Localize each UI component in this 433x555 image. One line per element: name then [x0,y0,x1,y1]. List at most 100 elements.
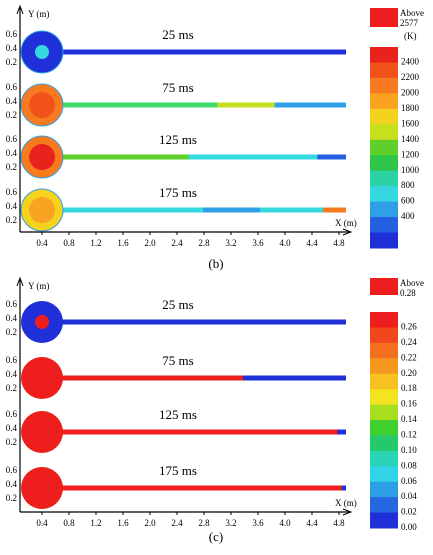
colorbar-band [370,201,398,218]
x-tick-label: 4.0 [279,238,291,248]
y-tick-label: 0.2 [6,57,17,67]
x-arrow [342,228,353,236]
above-box [370,8,398,27]
y-arrow [16,4,24,15]
x-tick-label: 4.8 [333,238,345,248]
strip-segment [323,207,346,213]
colorbar-label: 0.04 [401,491,417,501]
domain-core [35,45,49,59]
y-tick-label: 0.6 [6,29,18,39]
x-tick-label: 4.8 [333,518,345,528]
y-tick-label: 0.4 [6,96,18,106]
strip-segment [243,375,346,381]
above-box [370,278,398,295]
x-tick-label: 1.2 [90,238,101,248]
frame-time: 75 ms [162,80,193,95]
x-tick-label: 4.0 [279,518,291,528]
colorbar-band [370,389,398,406]
x-axis-label: X (m) [335,498,357,508]
x-tick-label: 3.6 [252,238,264,248]
x-tick-label: 2.0 [144,518,156,528]
colorbar-label: 0.08 [401,460,417,470]
x-tick-label: 2.4 [171,518,183,528]
y-tick-label: 0.2 [6,110,17,120]
y-tick-label: 0.2 [6,493,17,503]
colorbar-label: 0.10 [401,445,417,455]
colorbar-band [370,373,398,390]
x-tick-label: 4.4 [306,518,318,528]
y-tick-label: 0.4 [6,423,18,433]
y-tick-label: 0.6 [6,82,18,92]
colorbar-label: 0.18 [401,383,417,393]
colorbar-band [370,327,398,344]
x-axis-label: X (m) [335,218,357,228]
strip [60,429,346,435]
strip-segment [341,485,346,491]
domain-core [28,364,56,392]
colorbar-label: 0.26 [401,321,417,331]
colorbar-label: 1400 [401,134,420,144]
colorbar-label: 0.06 [401,476,417,486]
x-tick-label: 3.6 [252,518,264,528]
domain-core [28,418,56,446]
x-tick-label: 4.4 [306,238,318,248]
strip [60,49,346,55]
y-tick-label: 0.6 [6,409,18,419]
unit-label: (K) [404,31,417,41]
x-tick-label: 0.8 [63,518,75,528]
colorbar-band [370,512,398,529]
strip-segment [203,207,261,213]
strip [60,485,346,491]
strip-segment [217,102,275,108]
colorbar-band [370,312,398,328]
y-tick-label: 0.4 [6,313,18,323]
colorbar-band [370,217,398,234]
frame-time: 25 ms [162,297,193,312]
colorbar-label: 600 [401,196,415,206]
colorbar-label: 1800 [401,103,420,113]
colorbar-band [370,139,398,156]
strip-segment [274,102,346,108]
frame-time: 25 ms [162,27,193,42]
x-tick-label: 2.8 [198,518,210,528]
x-tick-label: 3.2 [225,238,236,248]
strip [60,154,346,160]
colorbar-band [370,77,398,94]
above-label: Above [400,278,424,288]
y-axis-label: Y (m) [28,9,49,19]
y-tick-label: 0.2 [6,437,17,447]
y-tick-label: 0.6 [6,355,18,365]
x-arrow [342,508,353,516]
y-tick-label: 0.4 [6,201,18,211]
domain-core [28,474,56,502]
colorbar-label: 1000 [401,165,420,175]
colorbar-band [370,435,398,452]
colorbar-label: 1200 [401,149,420,159]
frame-time: 125 ms [159,407,197,422]
x-tick-label: 1.6 [117,238,129,248]
colorbar-label: 0.02 [401,507,417,517]
y-tick-label: 0.2 [6,215,17,225]
frame-time: 125 ms [159,132,197,147]
y-tick-label: 0.4 [6,43,18,53]
colorbar-label: 0.22 [401,352,417,362]
colorbar-label: 1600 [401,118,420,128]
colorbar-band [370,170,398,187]
y-tick-label: 0.6 [6,134,18,144]
colorbar-band [370,358,398,375]
domain-core [35,315,49,329]
y-arrow [16,276,24,287]
x-tick-label: 3.2 [225,518,236,528]
frame-time: 175 ms [159,185,197,200]
colorbar-band [370,93,398,110]
x-tick-label: 1.2 [90,518,101,528]
strip-segment [317,154,346,160]
y-tick-label: 0.6 [6,299,18,309]
x-tick-label: 2.0 [144,238,156,248]
y-tick-label: 0.2 [6,162,17,172]
x-tick-label: 0.8 [63,238,75,248]
y-tick-label: 0.4 [6,479,18,489]
strip [60,319,346,325]
domain-core [29,144,55,170]
y-tick-label: 0.2 [6,383,17,393]
